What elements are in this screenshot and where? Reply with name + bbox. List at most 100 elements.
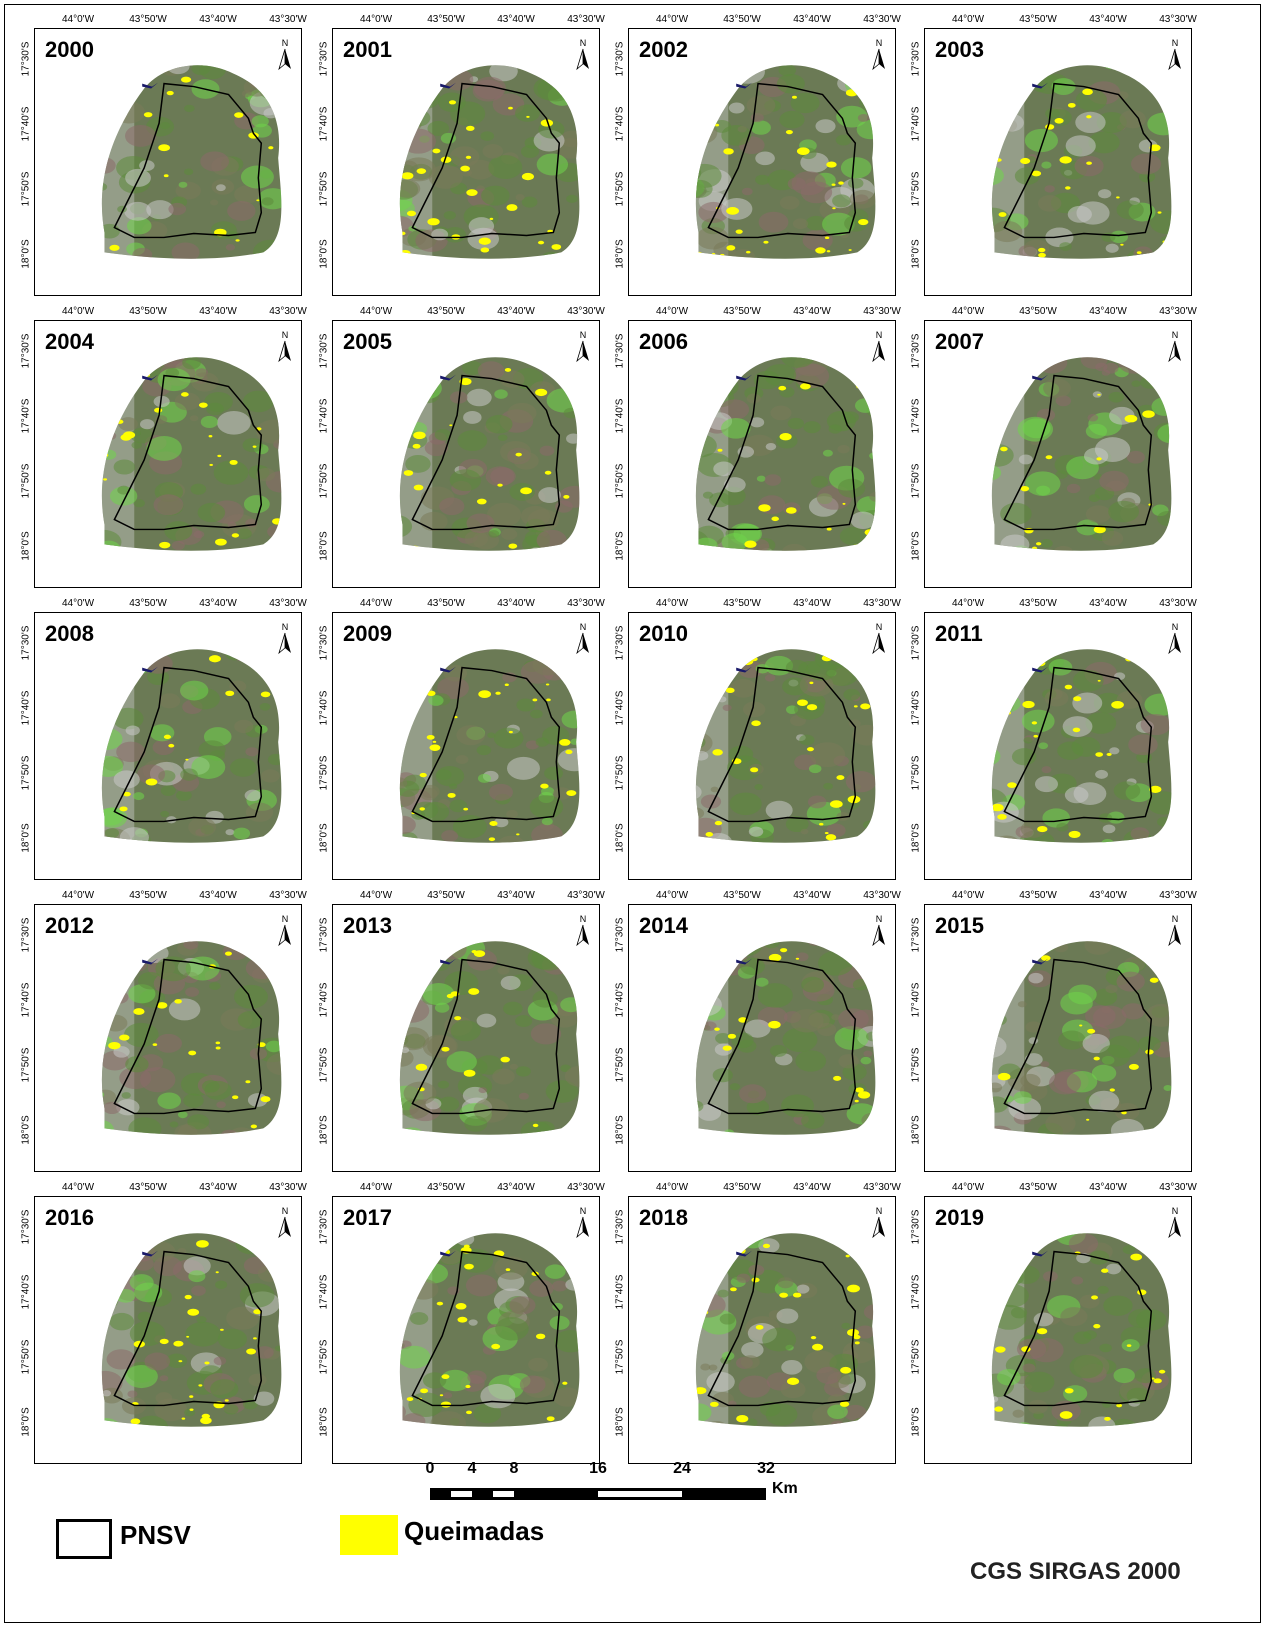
legend-pnsv-swatch [56, 1519, 112, 1559]
legend-pnsv-label: PNSV [120, 1520, 191, 1550]
longitude-label: 43°40'W [199, 890, 237, 901]
north-arrow-icon: N [1167, 913, 1183, 947]
longitude-label: 43°40'W [497, 306, 535, 317]
latitude-label: 18°0'S [614, 239, 626, 269]
latitude-label: 17°30'S [20, 917, 32, 953]
satellite-map: 2015 N [924, 904, 1192, 1172]
longitude-label: 43°50'W [723, 598, 761, 609]
latitude-label: 17°50'S [318, 1047, 330, 1083]
satellite-map: 2005 N [332, 320, 600, 588]
latitude-label: 18°0'S [20, 239, 32, 269]
longitude-label: 43°30'W [269, 1182, 307, 1193]
year-label: 2011 [935, 621, 983, 646]
latitude-label: 18°0'S [20, 1407, 32, 1437]
latitude-label: 17°40'S [318, 982, 330, 1018]
latitude-label: 18°0'S [910, 531, 922, 561]
longitude-label: 43°50'W [427, 1182, 465, 1193]
latitude-label: 17°50'S [614, 1339, 626, 1375]
svg-text:N: N [1172, 38, 1179, 48]
latitude-label: 17°40'S [614, 106, 626, 142]
satellite-image [991, 357, 1172, 551]
longitude-label: 43°30'W [1159, 1182, 1197, 1193]
longitude-label: 43°30'W [863, 890, 901, 901]
map-panel-2019: 44°0'W 43°50'W 43°40'W 43°30'W 17°30'S 17°40'… [908, 1182, 1198, 1472]
latitude-label: 17°50'S [318, 1339, 330, 1375]
longitude-label: 43°30'W [863, 14, 901, 25]
satellite-image [695, 941, 876, 1135]
longitude-label: 43°40'W [199, 306, 237, 317]
map-panel-2005: 44°0'W 43°50'W 43°40'W 43°30'W 17°30'S 17°40'… [316, 306, 606, 596]
satellite-image [101, 649, 282, 843]
satellite-map: 2003 N [924, 28, 1192, 296]
longitude-label: 44°0'W [951, 306, 985, 317]
longitude-label: 43°30'W [269, 598, 307, 609]
longitude-label: 43°40'W [199, 598, 237, 609]
legend-queimadas-swatch [340, 1515, 398, 1555]
longitude-label: 43°30'W [269, 14, 307, 25]
longitude-label: 43°30'W [567, 890, 605, 901]
year-label: 2007 [935, 329, 984, 354]
longitude-label: 43°40'W [1089, 890, 1127, 901]
svg-text:N: N [876, 622, 883, 632]
latitude-label: 17°50'S [614, 463, 626, 499]
north-arrow-icon: N [871, 1205, 887, 1239]
satellite-map: 2009 N [332, 612, 600, 880]
svg-text:N: N [876, 330, 883, 340]
longitude-label: 43°50'W [129, 890, 167, 901]
latitude-label: 17°50'S [318, 171, 330, 207]
latitude-label: 17°50'S [910, 1047, 922, 1083]
longitude-label: 44°0'W [359, 306, 393, 317]
latitude-label: 17°40'S [910, 1274, 922, 1310]
year-label: 2012 [45, 913, 94, 938]
longitude-label: 43°50'W [129, 14, 167, 25]
north-arrow-icon: N [1167, 621, 1183, 655]
north-arrow-icon: N [1167, 329, 1183, 363]
latitude-label: 17°50'S [910, 463, 922, 499]
longitude-label: 43°40'W [199, 1182, 237, 1193]
year-label: 2002 [639, 37, 688, 62]
scale-bar: 0 4 8 16 24 32 Km [426, 1460, 828, 1520]
longitude-label: 43°50'W [723, 14, 761, 25]
longitude-label: 43°50'W [427, 598, 465, 609]
north-arrow-icon: N [575, 1205, 591, 1239]
year-label: 2017 [343, 1205, 392, 1230]
year-label: 2015 [935, 913, 984, 938]
north-arrow-icon: N [575, 37, 591, 71]
year-label: 2018 [639, 1205, 688, 1230]
map-panel-2016: 44°0'W 43°50'W 43°40'W 43°30'W 17°30'S 17°40'… [18, 1182, 308, 1472]
satellite-map: 2019 N [924, 1196, 1192, 1464]
svg-text:N: N [282, 914, 289, 924]
year-label: 2013 [343, 913, 392, 938]
satellite-map: 2010 N [628, 612, 896, 880]
north-arrow-icon: N [575, 913, 591, 947]
latitude-label: 17°40'S [318, 398, 330, 434]
latitude-label: 17°30'S [614, 1209, 626, 1245]
svg-text:N: N [1172, 622, 1179, 632]
satellite-map: 2004 N [34, 320, 302, 588]
longitude-label: 43°50'W [129, 598, 167, 609]
map-panel-2003: 44°0'W 43°50'W 43°40'W 43°30'W 17°30'S 17°40'… [908, 14, 1198, 304]
year-label: 2019 [935, 1205, 984, 1230]
longitude-label: 43°30'W [269, 306, 307, 317]
latitude-label: 17°40'S [20, 106, 32, 142]
latitude-label: 18°0'S [20, 823, 32, 853]
figure-frame [4, 4, 1261, 1623]
satellite-image [101, 941, 282, 1135]
longitude-label: 44°0'W [61, 1182, 95, 1193]
satellite-map: 2013 N [332, 904, 600, 1172]
latitude-label: 18°0'S [20, 1115, 32, 1145]
latitude-label: 18°0'S [910, 823, 922, 853]
latitude-label: 18°0'S [318, 531, 330, 561]
latitude-label: 17°40'S [910, 398, 922, 434]
svg-text:N: N [1172, 914, 1179, 924]
longitude-label: 43°30'W [269, 890, 307, 901]
longitude-label: 44°0'W [359, 598, 393, 609]
latitude-label: 17°50'S [910, 171, 922, 207]
longitude-label: 43°50'W [1019, 1182, 1057, 1193]
longitude-label: 44°0'W [951, 1182, 985, 1193]
map-panel-2001: 44°0'W 43°50'W 43°40'W 43°30'W 17°30'S 17°40'… [316, 14, 606, 304]
longitude-label: 43°40'W [793, 890, 831, 901]
longitude-label: 43°50'W [1019, 598, 1057, 609]
map-panel-2012: 44°0'W 43°50'W 43°40'W 43°30'W 17°30'S 17°40'… [18, 890, 308, 1180]
map-panel-2007: 44°0'W 43°50'W 43°40'W 43°30'W 17°30'S 17°40'… [908, 306, 1198, 596]
